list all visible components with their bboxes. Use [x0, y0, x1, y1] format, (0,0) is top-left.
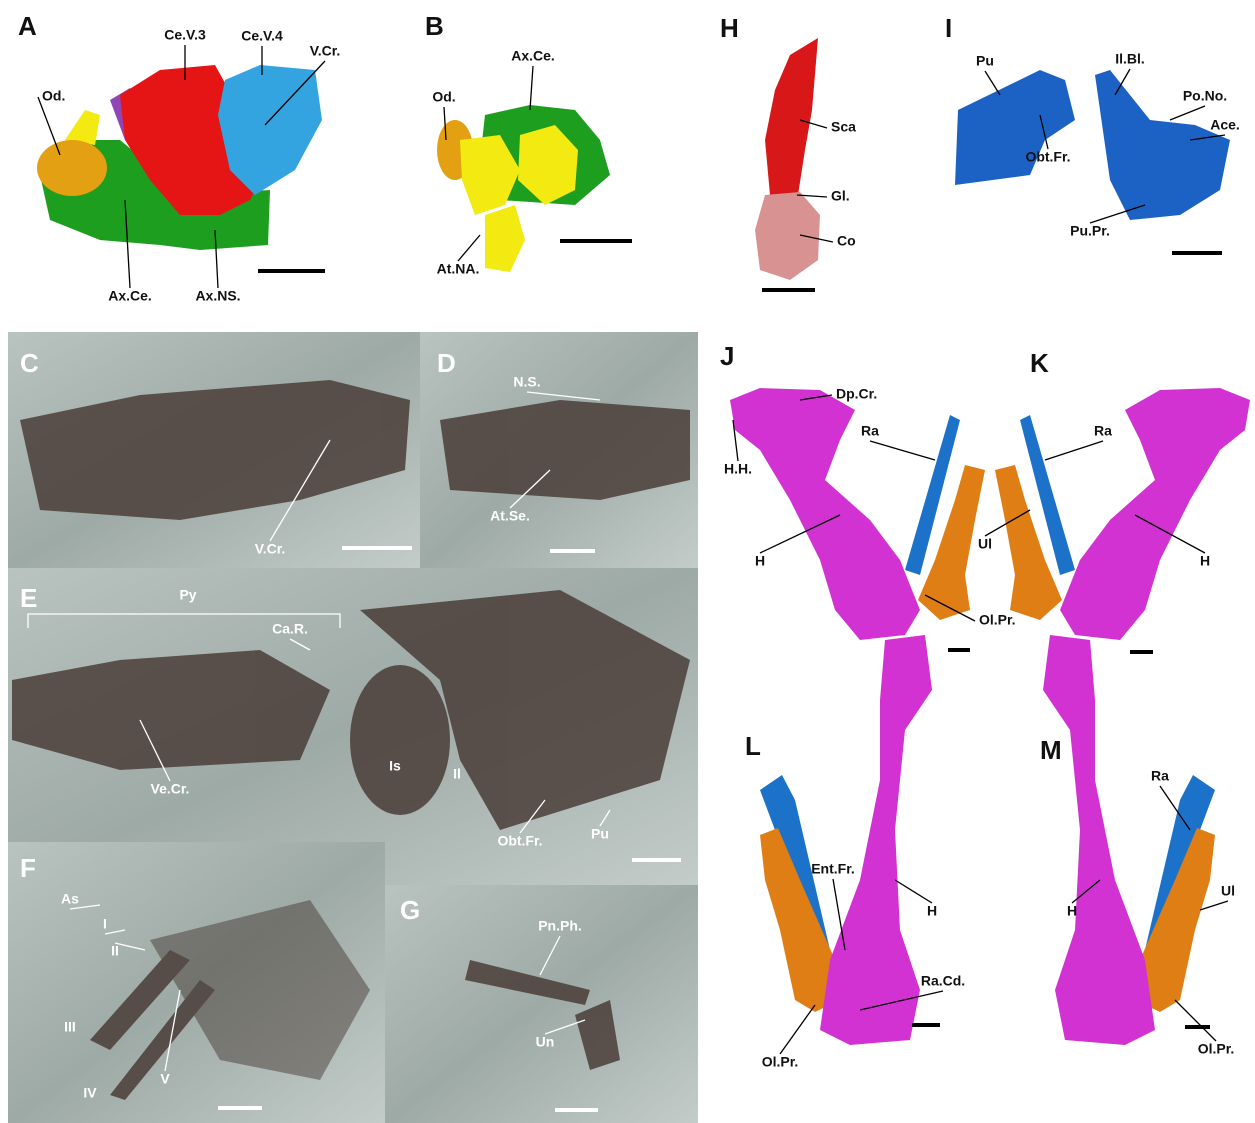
annotation-label: Ul [1221, 883, 1235, 899]
leader-line [985, 71, 1000, 95]
odontoid [37, 140, 107, 196]
bone [350, 665, 450, 815]
annotation-label: Co [837, 233, 856, 249]
annotation-label: Obt.Fr. [1025, 149, 1070, 165]
annotation-label: Pu.Pr. [1070, 223, 1110, 239]
annotation-label: H [755, 553, 765, 569]
panel-letter: H [720, 13, 739, 43]
annotation-label: Od. [42, 88, 65, 104]
annotation-label: Ol.Pr. [762, 1054, 799, 1070]
annotation-label: Ax.Ce. [511, 48, 555, 64]
panel-letter: F [20, 853, 36, 883]
atlas [65, 110, 100, 145]
leader-line [1170, 106, 1205, 120]
annotation-label: H [927, 903, 937, 919]
annotation-label: Dp.Cr. [836, 386, 877, 402]
leader-line [1175, 1000, 1216, 1041]
annotation-label: V.Cr. [255, 541, 286, 557]
panel-l-model [760, 635, 932, 1045]
annotation-label: Ra.Cd. [921, 973, 965, 989]
panel-letter: J [720, 341, 734, 371]
panel-h-model [755, 38, 820, 280]
panel-letter: C [20, 348, 39, 378]
leader-line [1045, 441, 1103, 460]
annotation-label: I [103, 916, 107, 932]
panel-letter: A [18, 11, 37, 41]
annotation-label: Ra [1094, 423, 1112, 439]
annotation-label: Py [179, 587, 196, 603]
annotation-label: Ax.Ce. [108, 288, 152, 304]
annotation-label: Ce.V.4 [241, 28, 283, 44]
annotation-label: At.NA. [437, 261, 480, 277]
annotation-label: Obt.Fr. [497, 833, 542, 849]
leader-line [895, 880, 932, 903]
annotation-label: Is [389, 758, 401, 774]
figure: A Od. Ce.V.3 Ce.V.4 V.Cr. Ax.Ce. Ax.NS. B Od. Ax.… [0, 0, 1255, 1123]
leader-line [780, 1005, 815, 1054]
bone [440, 400, 690, 500]
annotation-label: Ace. [1210, 117, 1240, 133]
annotation-label: II [111, 943, 119, 959]
annotation-label: Ce.V.3 [164, 27, 206, 43]
annotation-label: N.S. [513, 374, 540, 390]
photo-panels [8, 332, 698, 1123]
scapula [765, 38, 818, 195]
humerus [730, 388, 920, 640]
annotation-label: Ax.NS. [195, 288, 240, 304]
annotation-label: Gl. [831, 188, 850, 204]
annotation-label: Ra [861, 423, 879, 439]
leader-line [458, 235, 480, 261]
panel-m-model [1043, 635, 1215, 1045]
annotation-label: H [1067, 903, 1077, 919]
panel-letter: E [20, 583, 37, 613]
annotation-label: At.Se. [490, 508, 530, 524]
panel-k-model [995, 388, 1250, 640]
panel-letter: M [1040, 735, 1062, 765]
humerus [820, 635, 932, 1045]
leader-line [1200, 901, 1228, 910]
panel-letter: G [400, 895, 420, 925]
annotation-label: Il.Bl. [1115, 51, 1145, 67]
leader-line [38, 97, 60, 155]
annotation-label: Pu [591, 826, 609, 842]
annotation-label: Ent.Fr. [811, 861, 855, 877]
annotation-label: As [61, 891, 79, 907]
annotation-label: Un [536, 1034, 555, 1050]
annotation-label: Ra [1151, 768, 1169, 784]
annotation-label: Ca.R. [272, 621, 308, 637]
annotation-label: Sca [831, 119, 856, 135]
annotation-label: H [1200, 553, 1210, 569]
annotation-label: Ve.Cr. [151, 781, 190, 797]
panel-a-model [37, 65, 322, 250]
annotation-label: H.H. [724, 461, 752, 477]
pubis [955, 70, 1075, 185]
annotation-label: IV [83, 1085, 97, 1101]
atlas-arch [485, 205, 525, 272]
annotation-label: Pu [976, 53, 994, 69]
annotation-label: V [160, 1071, 170, 1087]
annotation-label: Ul [978, 536, 992, 552]
panel-b-model [437, 105, 610, 272]
panel-letter: L [745, 731, 761, 761]
panel-letter: I [945, 13, 952, 43]
annotation-label: Ol.Pr. [1198, 1041, 1235, 1057]
annotation-label: Od. [432, 89, 455, 105]
annotation-label: III [64, 1019, 76, 1035]
annotation-label: V.Cr. [310, 43, 341, 59]
coracoid [755, 192, 820, 280]
panel-j-model [730, 388, 985, 640]
annotation-label: Po.No. [1183, 88, 1227, 104]
annotation-label: Pn.Ph. [538, 918, 582, 934]
annotation-label: Ol.Pr. [979, 612, 1016, 628]
panel-letter: K [1030, 348, 1049, 378]
leader-line [870, 441, 935, 460]
leader-line [530, 66, 533, 110]
panel-letter: D [437, 348, 456, 378]
panel-letter: B [425, 11, 444, 41]
annotation-label: Il [453, 766, 461, 782]
